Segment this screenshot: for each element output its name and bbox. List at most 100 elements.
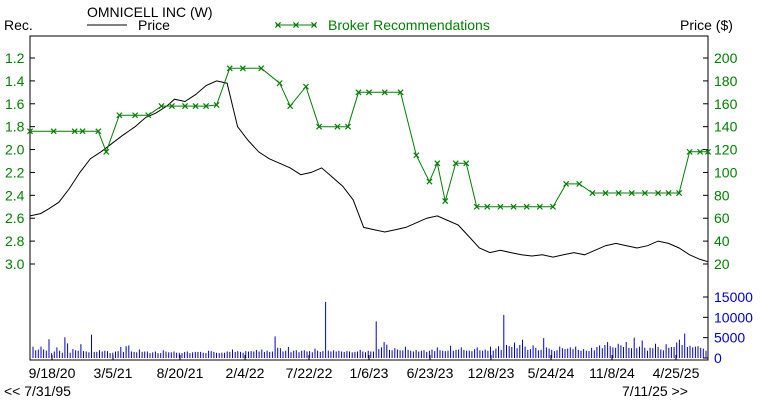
left-tick-label: 2.8 bbox=[5, 233, 25, 249]
x-tick-label: 8/20/21 bbox=[157, 365, 204, 381]
left-axis-label: Rec. bbox=[4, 17, 33, 33]
price-line bbox=[29, 80, 709, 263]
recommendation-point bbox=[510, 203, 517, 210]
right-tick-label: 20 bbox=[714, 256, 730, 272]
volume-tick-label: 15000 bbox=[714, 289, 753, 305]
recommendation-point bbox=[576, 180, 583, 187]
recommendation-point bbox=[442, 198, 449, 205]
footer-start-date: << 7/31/95 bbox=[4, 383, 71, 399]
recommendation-point bbox=[473, 203, 480, 210]
right-tick-label: 40 bbox=[714, 233, 730, 249]
volume-tick-label: 5000 bbox=[714, 330, 745, 346]
recommendation-point bbox=[655, 190, 662, 197]
legend-marker-point bbox=[310, 21, 318, 29]
x-tick-label: 5/24/24 bbox=[528, 365, 575, 381]
recommendation-point bbox=[434, 160, 441, 167]
legend-marker-point bbox=[292, 21, 300, 29]
recommendation-point bbox=[628, 190, 635, 197]
x-tick-label: 12/8/23 bbox=[468, 365, 515, 381]
left-tick-label: 1.6 bbox=[5, 96, 25, 112]
recommendation-point bbox=[71, 128, 78, 135]
recommendation-point bbox=[287, 103, 294, 110]
recommendation-legend-marker bbox=[274, 21, 318, 29]
recommendation-point bbox=[697, 148, 704, 155]
right-tick-label: 200 bbox=[714, 50, 738, 66]
recommendation-point bbox=[192, 103, 199, 110]
recommendation-point bbox=[213, 101, 220, 108]
plot-area-border bbox=[29, 35, 709, 361]
recommendation-point bbox=[413, 152, 420, 159]
right-tick-label: 160 bbox=[714, 96, 738, 112]
recommendation-point bbox=[302, 83, 309, 90]
recommendation-point bbox=[665, 190, 672, 197]
recommendation-point bbox=[95, 128, 102, 135]
left-tick-label: 3.0 bbox=[5, 256, 25, 272]
recommendation-point bbox=[132, 112, 139, 119]
recommendation-point bbox=[686, 148, 693, 155]
left-tick-label: 2.0 bbox=[5, 142, 25, 158]
x-tick-label: 4/25/25 bbox=[653, 365, 700, 381]
x-tick-label: 7/22/22 bbox=[286, 365, 333, 381]
legend-marker-point bbox=[274, 21, 282, 29]
right-tick-label: 100 bbox=[714, 164, 738, 180]
recommendation-point bbox=[103, 148, 110, 155]
right-tick-label: 120 bbox=[714, 142, 738, 158]
recommendation-point bbox=[50, 128, 57, 135]
recommendation-point bbox=[316, 123, 323, 130]
recommendation-point bbox=[484, 203, 491, 210]
price-legend-label: Price bbox=[138, 17, 170, 33]
recommendation-point bbox=[463, 160, 470, 167]
recommendation-point bbox=[381, 89, 388, 96]
recommendation-point bbox=[549, 203, 556, 210]
left-tick-label: 1.4 bbox=[5, 73, 25, 89]
x-tick-label: 11/8/24 bbox=[589, 365, 635, 381]
left-tick-label: 2.2 bbox=[5, 164, 25, 180]
right-axis-label: Price ($) bbox=[680, 17, 733, 33]
left-tick-label: 2.6 bbox=[5, 210, 25, 226]
recommendation-point bbox=[536, 203, 543, 210]
recommendation-point bbox=[641, 190, 648, 197]
recommendation-point bbox=[116, 112, 123, 119]
right-tick-label: 140 bbox=[714, 119, 738, 135]
recommendation-point bbox=[239, 65, 246, 72]
recommendation-point bbox=[26, 128, 34, 135]
recommendation-line-group bbox=[26, 65, 712, 210]
recommendation-point bbox=[563, 180, 570, 187]
recommendation-point bbox=[79, 128, 86, 135]
volume-tick-label: 0 bbox=[714, 350, 722, 366]
recommendation-point bbox=[145, 112, 152, 119]
recommendation-point bbox=[589, 190, 596, 197]
recommendation-point bbox=[426, 178, 433, 185]
price-line-group bbox=[29, 80, 709, 263]
volume-bars bbox=[32, 301, 707, 358]
recommendation-point bbox=[258, 65, 265, 72]
recommendation-point bbox=[344, 123, 352, 130]
recommendation-point bbox=[397, 89, 404, 96]
x-tick-label: 1/6/23 bbox=[350, 365, 389, 381]
recommendation-line bbox=[30, 67, 708, 208]
x-tick-label: 6/23/23 bbox=[407, 365, 454, 381]
recommendation-point bbox=[334, 123, 341, 130]
left-tick-label: 2.4 bbox=[5, 187, 25, 203]
chart-title: OMNICELL INC (W) bbox=[87, 4, 212, 20]
recommendation-point bbox=[355, 89, 362, 96]
x-axis-ticks: 9/18/20 3/5/21 8/20/21 2/4/22 7/22/22 1/6/23 6… bbox=[29, 355, 700, 381]
left-axis-ticks: 1.2 1.4 1.6 1.8 2.0 2.2 2.4 2.6 2.8 3.0 bbox=[5, 50, 35, 272]
recommendation-point bbox=[182, 103, 189, 110]
recommendation-point bbox=[365, 89, 373, 96]
recommendation-point bbox=[615, 190, 622, 197]
recommendation-point bbox=[602, 190, 609, 197]
right-axis-ticks: 20 40 60 80 100 120 140 160 180 200 bbox=[703, 50, 738, 272]
x-tick-label: 9/18/20 bbox=[29, 365, 76, 381]
left-tick-label: 1.2 bbox=[5, 50, 25, 66]
recommendation-point bbox=[276, 80, 283, 87]
left-tick-label: 1.8 bbox=[5, 119, 25, 135]
recommendation-point bbox=[452, 160, 459, 167]
recommendation-point bbox=[704, 148, 712, 155]
volume-axis-ticks: 0 5000 10000 15000 bbox=[703, 289, 753, 366]
x-tick-label: 3/5/21 bbox=[94, 365, 133, 381]
recommendation-point bbox=[203, 103, 210, 110]
x-tick-label: 2/4/22 bbox=[226, 365, 265, 381]
footer-end-date: 7/11/25 >> bbox=[622, 383, 688, 399]
